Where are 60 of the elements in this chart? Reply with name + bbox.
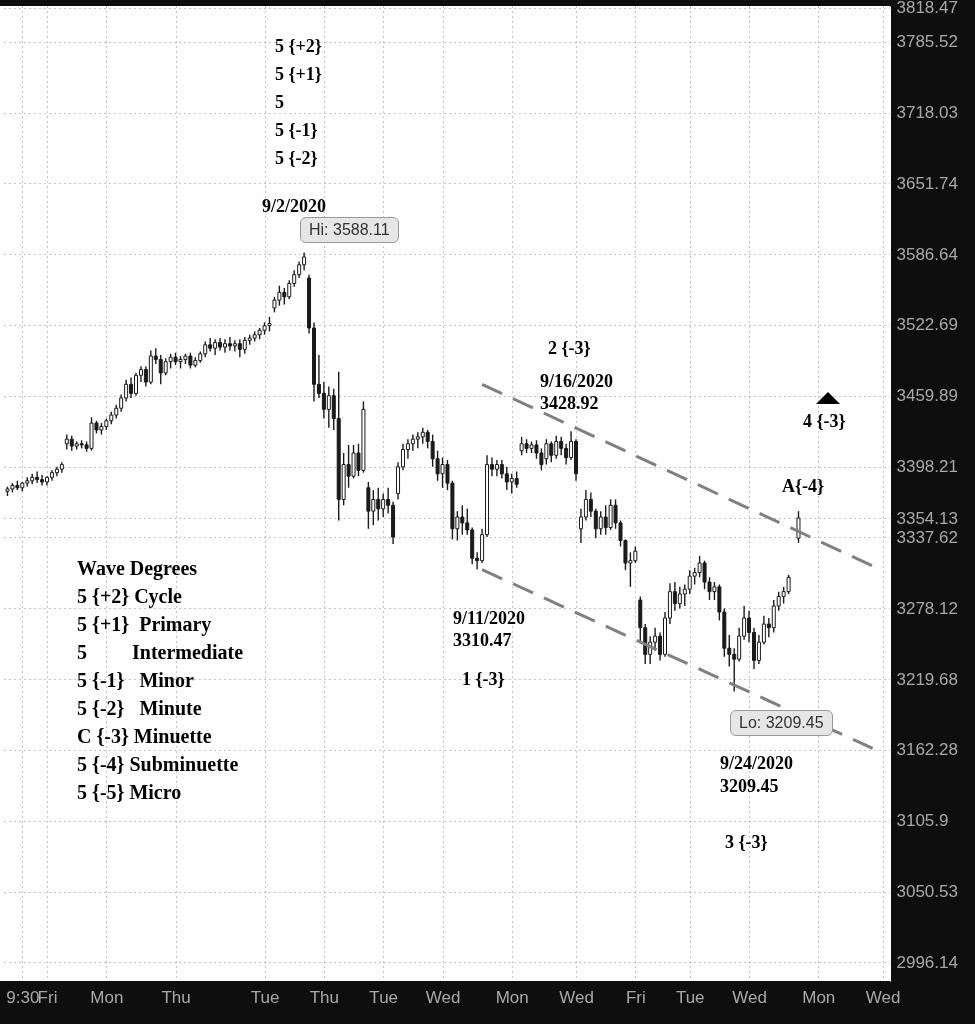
annotation: A{-4} bbox=[782, 476, 825, 496]
annotation: 3 {-3} bbox=[725, 832, 768, 852]
x-tick-label: Wed bbox=[732, 987, 767, 1007]
x-tick-label: Mon bbox=[495, 987, 529, 1007]
annotation: 5 {-5} Micro bbox=[77, 781, 182, 803]
x-tick-label: 9:30 bbox=[6, 987, 40, 1007]
annotation: 5 {+2} Cycle bbox=[77, 585, 182, 607]
x-tick-label: Mon bbox=[90, 987, 124, 1007]
annotation: 9/11/2020 bbox=[453, 608, 526, 628]
x-tick-label: Mon bbox=[802, 987, 836, 1007]
annotation: Lo: 3209.45 bbox=[730, 710, 833, 736]
y-tick-label: 3337.62 bbox=[896, 527, 958, 547]
y-tick-label: 3785.52 bbox=[896, 32, 958, 52]
candlestick bbox=[786, 574, 791, 595]
y-tick-label: 3586.64 bbox=[896, 244, 958, 264]
x-tick-label: Thu bbox=[309, 987, 340, 1007]
annotation: 5 {+1} bbox=[275, 64, 322, 84]
y-tick-label: 3219.68 bbox=[896, 669, 958, 689]
y-tick-label: 3818.47 bbox=[896, 0, 958, 18]
annotation: 4 {-3} bbox=[803, 411, 846, 431]
annotation: 5 {-1} bbox=[275, 120, 318, 140]
annotation: 3209.45 bbox=[720, 776, 779, 796]
annotation: 3310.47 bbox=[453, 630, 512, 650]
x-tick-label: Fri bbox=[625, 987, 646, 1007]
candlestick bbox=[366, 481, 371, 530]
annotation: 2 {-3} bbox=[548, 338, 591, 358]
y-tick-label: 3459.89 bbox=[896, 386, 958, 406]
annotation: 5 bbox=[275, 92, 284, 112]
x-tick-label: Wed bbox=[865, 987, 901, 1007]
annotation: 5 Intermediate bbox=[77, 641, 244, 663]
y-tick-label: 3050.53 bbox=[896, 882, 958, 902]
annotation: 5 {-4} Subminuette bbox=[77, 753, 239, 775]
x-tick-label: Tue bbox=[675, 987, 705, 1007]
x-tick-label: Wed bbox=[559, 987, 594, 1007]
annotation: 5 {-2} bbox=[275, 148, 318, 168]
annotation: Hi: 3588.11 bbox=[300, 217, 399, 243]
y-tick-label: 3162.28 bbox=[896, 740, 958, 760]
annotation: 9/2/2020 bbox=[262, 196, 327, 216]
annotation: 9/16/2020 bbox=[540, 371, 614, 391]
x-tick-label: Wed bbox=[425, 987, 461, 1007]
annotation: 5 {+1} Primary bbox=[77, 613, 212, 635]
y-tick-label: 3718.03 bbox=[896, 103, 958, 123]
y-tick-label: 3398.21 bbox=[896, 457, 958, 477]
annotation: 5 {-1} Minor bbox=[77, 669, 194, 691]
annotation: 5 {-2} Minute bbox=[77, 697, 202, 719]
y-tick-label: 3105.9 bbox=[896, 811, 949, 831]
y-tick-label: 3651.74 bbox=[896, 173, 958, 193]
x-tick-label: Tue bbox=[250, 987, 280, 1007]
annotation: Wave Degrees bbox=[77, 557, 198, 579]
y-tick-label: 3354.13 bbox=[896, 508, 958, 528]
x-tick-label: Tue bbox=[369, 987, 399, 1007]
annotation: 9/24/2020 bbox=[720, 753, 794, 773]
annotation: 3428.92 bbox=[540, 393, 599, 413]
y-tick-label: 3522.69 bbox=[896, 315, 958, 335]
annotation: 1 {-3} bbox=[462, 669, 505, 689]
y-tick-label: 2996.14 bbox=[896, 952, 958, 972]
x-tick-label: Thu bbox=[161, 987, 191, 1007]
annotation: 5 {+2} bbox=[275, 36, 322, 56]
y-tick-label: 3278.12 bbox=[896, 598, 958, 618]
annotation: C {-3} Minuette bbox=[77, 725, 212, 747]
